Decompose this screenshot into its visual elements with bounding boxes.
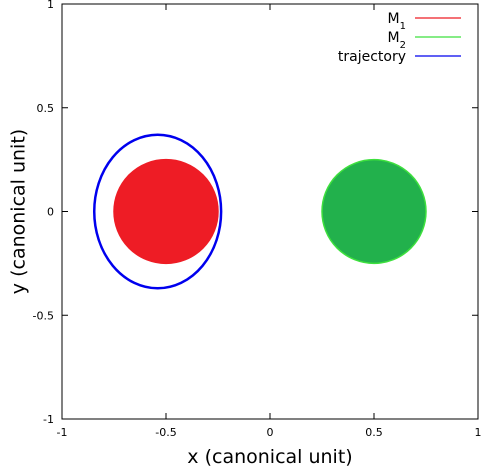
series-m1-body (113, 158, 219, 265)
x-tick-label: -0.5 (155, 426, 176, 439)
y-tick-label: 0.5 (37, 102, 55, 115)
series-m2-body (321, 158, 427, 265)
y-tick-label: 0 (47, 206, 54, 219)
x-tick-label: 0 (267, 426, 274, 439)
legend-label-name: trajectory (338, 49, 406, 65)
legend-label-subscript: 2 (400, 40, 406, 51)
x-tick-label: 1 (475, 426, 482, 439)
y-tick-label: -0.5 (33, 309, 54, 322)
series-trajectory-line (92, 133, 223, 290)
x-axis-label: x (canonical unit) (187, 446, 352, 468)
legend-label: M2 (388, 30, 406, 51)
legend-label-name: M (388, 30, 400, 46)
legend-label: M1 (388, 11, 406, 32)
legend-label: trajectory (338, 49, 406, 65)
legend-label-name: M (388, 11, 400, 27)
y-tick-label: 1 (47, 0, 54, 11)
y-tick-label: -1 (43, 413, 54, 426)
y-axis-label: y (canonical unit) (8, 129, 30, 294)
legend-label-subscript: 1 (400, 21, 406, 32)
x-tick-label: -1 (57, 426, 68, 439)
plot-body (92, 133, 427, 290)
x-tick-label: 0.5 (365, 426, 383, 439)
axis-ticks: -1 -0.5 0 0.5 1 -1 -0.5 0 0.5 1 (33, 0, 482, 439)
